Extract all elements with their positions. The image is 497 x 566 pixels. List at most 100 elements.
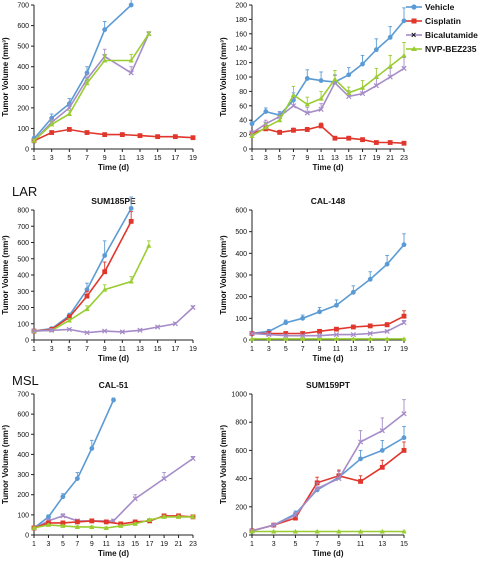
- series-cisplatin: [249, 122, 407, 146]
- data-point: [401, 320, 407, 326]
- data-point: [102, 27, 108, 33]
- x-axis-label: Time (d): [98, 163, 129, 172]
- data-point: [292, 528, 299, 534]
- data-point: [161, 475, 167, 482]
- legend-label-vehicle: Vehicle: [425, 2, 455, 12]
- y-tick-label: 0: [25, 338, 29, 345]
- x-tick-label: 3: [272, 541, 276, 548]
- data-point: [249, 330, 255, 337]
- data-point: [172, 321, 178, 327]
- data-point: [137, 133, 143, 139]
- data-point: [379, 528, 385, 534]
- data-point: [357, 528, 364, 534]
- data-point: [334, 302, 339, 308]
- data-point: [102, 57, 108, 63]
- legend-label-cisplatin: Cisplatin: [425, 16, 461, 26]
- data-point: [66, 326, 72, 333]
- data-point: [89, 518, 95, 524]
- data-point: [271, 528, 277, 534]
- y-axis-label: Tumor Volume (mm³): [1, 37, 10, 117]
- x-tick-label: 9: [305, 155, 309, 162]
- data-point: [317, 309, 322, 315]
- data-point: [89, 445, 95, 451]
- x-tick-label: 9: [90, 541, 94, 548]
- y-tick-label: 600: [235, 448, 247, 455]
- data-point: [401, 435, 407, 441]
- data-point: [119, 132, 125, 137]
- legend-item-nvp-bez235: NVP-BEZ235: [406, 44, 477, 54]
- legend-item-cisplatin: Cisplatin: [406, 16, 461, 26]
- data-point: [84, 330, 90, 336]
- series-cisplatin: [249, 441, 407, 534]
- data-point: [317, 328, 322, 334]
- data-point: [190, 135, 196, 141]
- y-tick-label: 0: [243, 147, 247, 154]
- data-point: [316, 333, 323, 339]
- series-nvp-bez235: [31, 31, 152, 143]
- data-point: [49, 327, 55, 333]
- y-tick-label: 120: [235, 60, 247, 67]
- data-point: [359, 90, 366, 97]
- x-tick-label: 17: [383, 346, 391, 353]
- series-vehicle: [31, 196, 134, 334]
- y-tick-label: 600: [17, 412, 29, 419]
- data-point: [66, 105, 72, 111]
- series-cisplatin-line: [252, 315, 405, 335]
- y-tick-label: 0: [25, 147, 29, 154]
- data-point: [336, 528, 342, 534]
- y-tick-label: 300: [17, 472, 29, 479]
- data-point: [74, 519, 80, 525]
- x-tick-label: 19: [372, 155, 380, 162]
- data-point: [350, 324, 356, 330]
- data-point: [249, 121, 255, 127]
- data-point: [146, 243, 152, 248]
- x-tick-label: 15: [154, 155, 162, 162]
- data-point: [318, 78, 324, 83]
- x-axis-label: Time (d): [313, 354, 344, 363]
- x-tick-label: 7: [75, 541, 79, 548]
- data-point: [132, 496, 138, 502]
- data-point: [384, 261, 390, 267]
- data-point: [334, 326, 339, 332]
- data-point: [314, 485, 320, 492]
- data-point: [401, 313, 407, 319]
- x-tick-label: 19: [160, 541, 168, 548]
- data-point: [84, 306, 90, 312]
- data-point: [332, 76, 338, 82]
- y-tick-label: 200: [235, 294, 247, 301]
- x-tick-label: 3: [267, 346, 271, 353]
- series-vehicle: [31, 0, 134, 142]
- data-point: [384, 328, 390, 334]
- legend-marker-cisplatin: [411, 18, 417, 24]
- x-axis-label: Time (d): [98, 549, 129, 558]
- data-point: [367, 323, 373, 329]
- data-point: [283, 333, 289, 339]
- y-tick-label: 20: [239, 132, 247, 139]
- data-point: [316, 336, 323, 341]
- data-point: [137, 327, 143, 333]
- data-point: [271, 522, 277, 528]
- chart-title: CAL-148: [311, 196, 346, 206]
- y-tick-label: 500: [17, 44, 29, 51]
- data-point: [346, 72, 352, 78]
- data-point: [128, 218, 134, 224]
- series-cisplatin-line: [33, 128, 194, 142]
- data-point: [401, 411, 407, 417]
- data-point: [60, 520, 66, 526]
- data-point: [31, 525, 37, 530]
- x-tick-label: 7: [85, 346, 89, 353]
- data-point: [60, 494, 66, 500]
- y-axis-label: Tumor Volume (mm³): [1, 425, 10, 505]
- x-tick-label: 9: [103, 346, 107, 353]
- series-bicalutamide: [31, 304, 196, 336]
- y-tick-label: 500: [17, 432, 29, 439]
- y-tick-label: 400: [17, 64, 29, 71]
- legend-label-bicalutamide: Bicalutamide: [425, 30, 478, 40]
- data-point: [291, 127, 296, 133]
- x-tick-label: 1: [32, 155, 36, 162]
- series-nvp-bez235: [31, 240, 152, 334]
